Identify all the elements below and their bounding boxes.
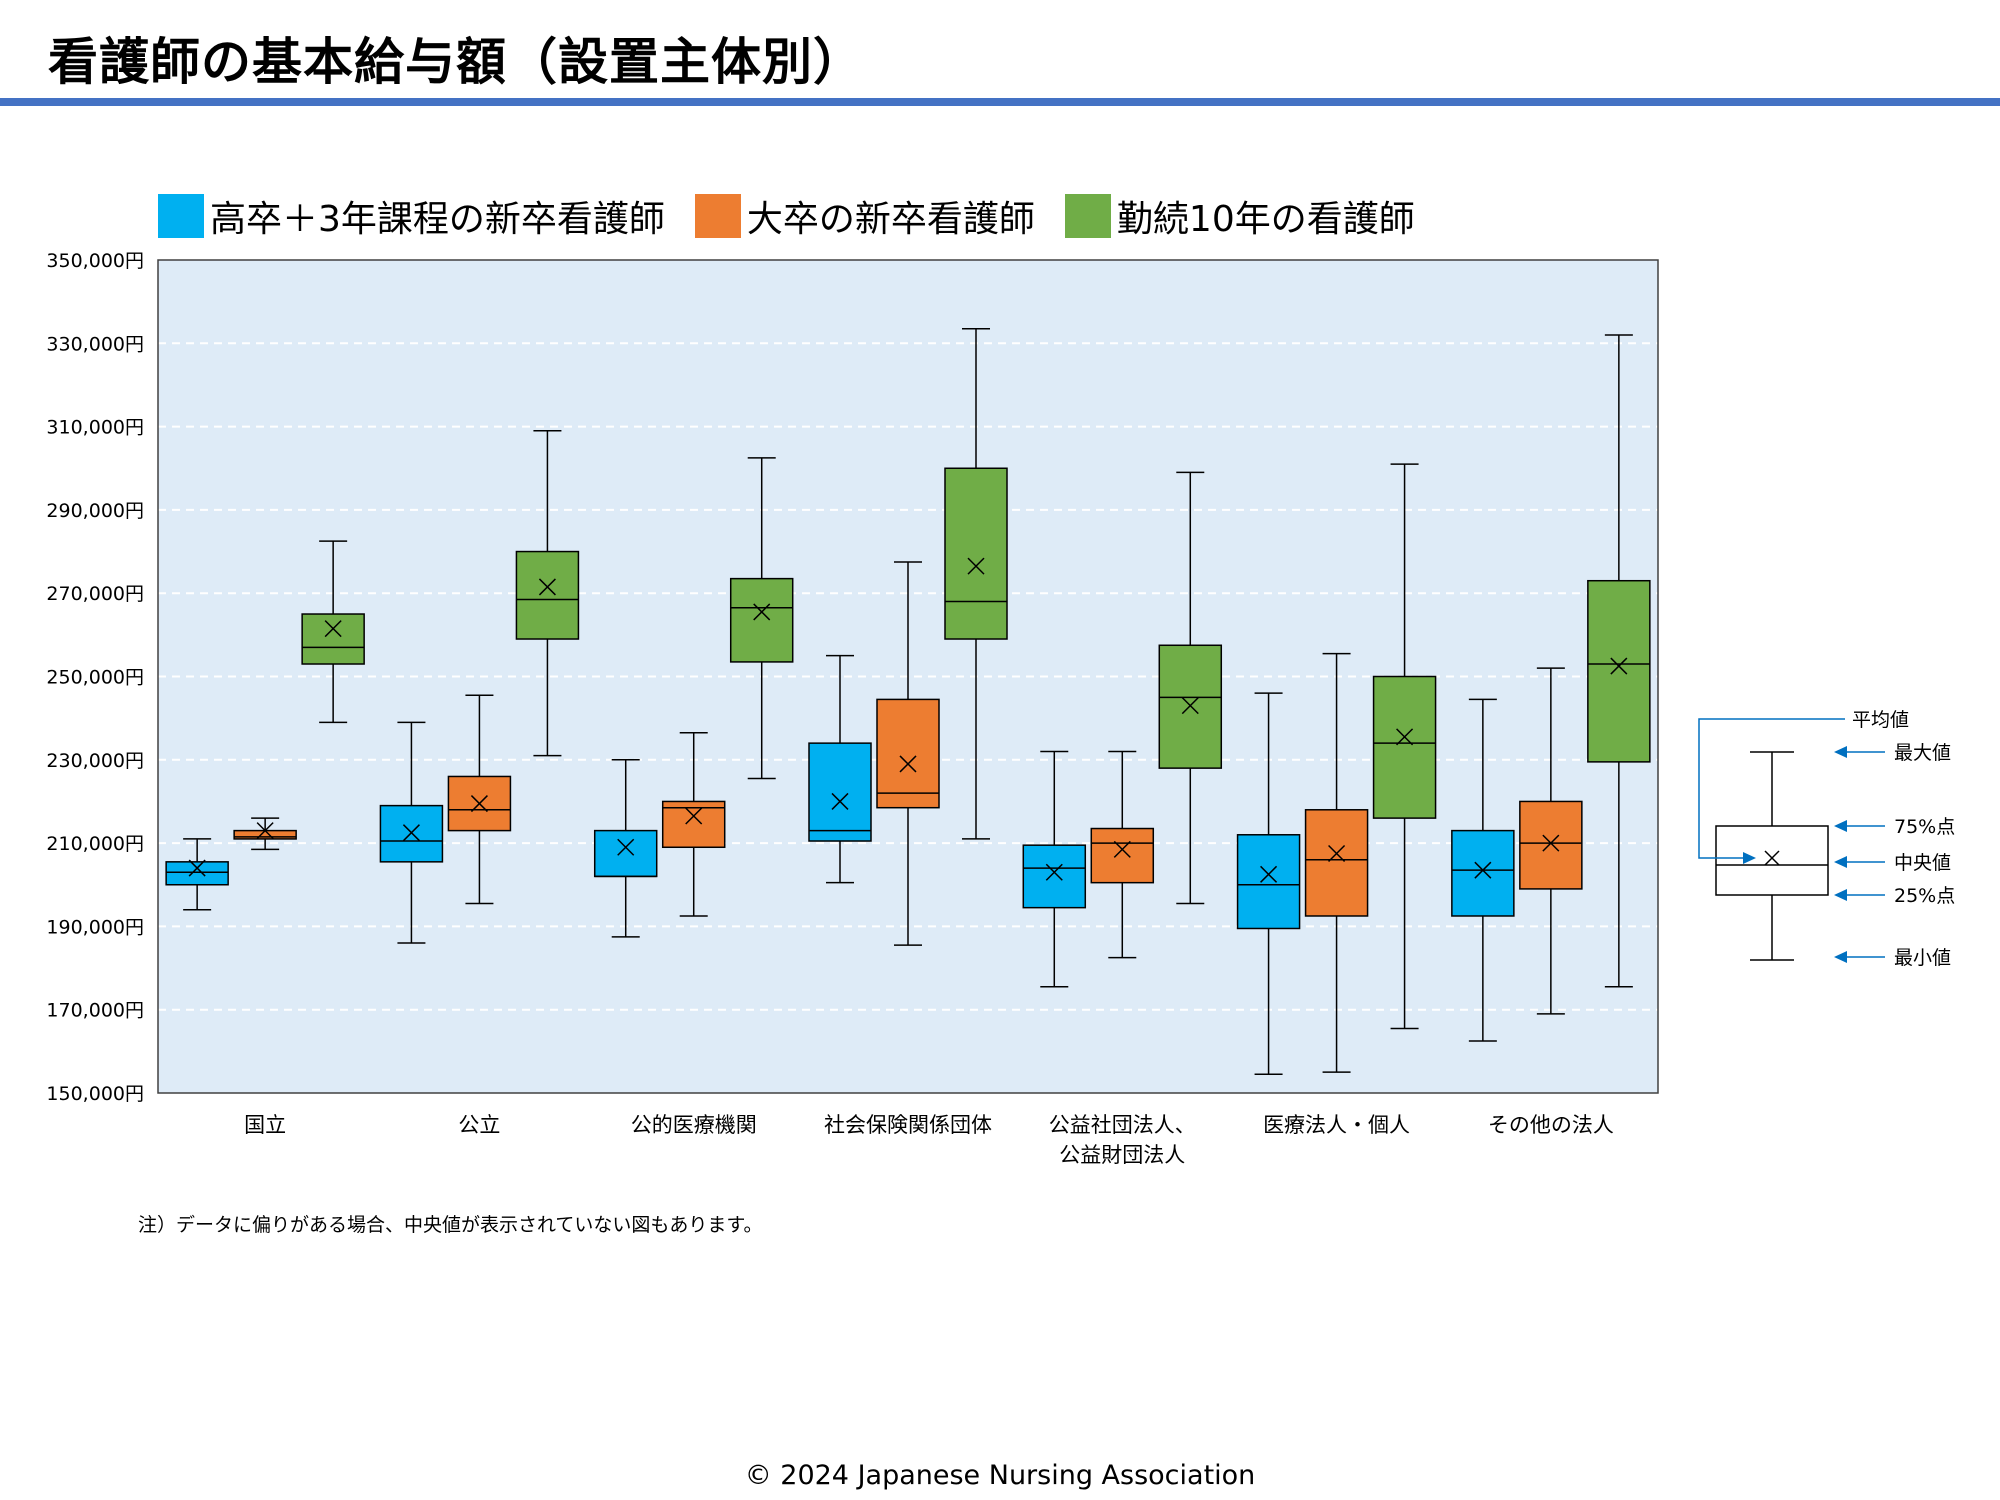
box-s1-c3-box bbox=[593, 829, 658, 878]
y-tick-label: 190,000円 bbox=[46, 916, 144, 938]
x-category-label: その他の法人 bbox=[1488, 1113, 1614, 1137]
explain-mean-arrow-head bbox=[1743, 852, 1756, 864]
box-s2-c4-box bbox=[876, 698, 940, 809]
explain-min-arrow-head bbox=[1834, 951, 1847, 963]
box-s3-c3-box bbox=[729, 577, 794, 663]
legend-swatch-series-1 bbox=[158, 194, 204, 238]
x-category-label: 社会保険関係団体 bbox=[824, 1113, 992, 1137]
y-tick-label: 350,000円 bbox=[46, 250, 144, 272]
y-tick-label: 150,000円 bbox=[46, 1083, 144, 1105]
box-s2-c6-box bbox=[1304, 809, 1369, 917]
x-category-label: 公立 bbox=[458, 1113, 500, 1137]
explain-label-q1: 25%点 bbox=[1894, 885, 1955, 907]
box-s3-c6-mean-marker bbox=[1396, 728, 1414, 746]
legend-label-series-2: 大卒の新卒看護師 bbox=[746, 199, 1035, 240]
explain-mean-marker bbox=[1764, 850, 1780, 866]
box-s2-c1-mean-marker bbox=[256, 822, 274, 840]
box-s1-c5-box bbox=[1022, 844, 1087, 909]
box-s3-c6-box bbox=[1372, 675, 1437, 819]
box-s3-c2-mean-marker bbox=[538, 578, 556, 596]
box-s2-c2-mean-marker bbox=[470, 795, 488, 813]
box-s2-c4-mean-marker bbox=[899, 755, 917, 773]
box-s2-c5-mean-marker bbox=[1113, 840, 1131, 858]
x-category-label: 国立 bbox=[244, 1113, 286, 1137]
y-tick-label: 250,000円 bbox=[46, 667, 144, 689]
box-s1-c3-mean-marker bbox=[617, 838, 635, 856]
box-s2-c5-box bbox=[1090, 827, 1155, 884]
box-s3-c7-box bbox=[1587, 579, 1651, 763]
x-category-label: 公益社団法人、 bbox=[1049, 1113, 1196, 1137]
explain-label-max: 最大値 bbox=[1894, 742, 1951, 764]
legend-swatch-series-2 bbox=[694, 194, 741, 238]
legend-label-series-3: 勤続10年の看護師 bbox=[1116, 199, 1415, 240]
box-s1-c2-mean-marker bbox=[402, 824, 420, 842]
box-s3-c4-box bbox=[944, 467, 1008, 640]
box-s2-c3-box bbox=[661, 800, 726, 849]
explain-label-median: 中央値 bbox=[1894, 852, 1951, 874]
x-category-label: 公益財団法人 bbox=[1059, 1143, 1185, 1167]
box-s2-c3-mean-marker bbox=[685, 807, 703, 825]
box-s3-c5-mean-marker bbox=[1181, 697, 1199, 715]
explain-median-arrow-head bbox=[1834, 856, 1847, 868]
explain-label-min: 最小値 bbox=[1894, 947, 1951, 969]
box-s3-c2-box bbox=[515, 550, 580, 640]
y-tick-label: 310,000円 bbox=[46, 417, 144, 439]
y-tick-label: 270,000円 bbox=[46, 583, 144, 605]
box-s3-c4-mean-marker bbox=[967, 557, 985, 575]
box-s1-c7-box bbox=[1451, 829, 1515, 917]
explain-max-arrow-head bbox=[1834, 746, 1847, 758]
y-tick-label: 230,000円 bbox=[46, 750, 144, 772]
box-s1-c2-box bbox=[379, 804, 444, 863]
explain-mean-connector bbox=[1698, 718, 1845, 859]
box-s1-c6-box bbox=[1236, 834, 1301, 930]
box-s2-c7-mean-marker bbox=[1542, 834, 1560, 852]
explain-q1-arrow-head bbox=[1834, 889, 1847, 901]
chart-note: 注）データに偏りがある場合、中央値が表示されていない図もあります。 bbox=[138, 1214, 763, 1236]
box-s1-c5-mean-marker bbox=[1045, 863, 1063, 881]
copyright: © 2024 Japanese Nursing Association bbox=[744, 1460, 1256, 1491]
page-title: 看護師の基本給与額（設置主体別） bbox=[48, 33, 864, 91]
legend-label-series-1: 高卒＋3年課程の新卒看護師 bbox=[210, 199, 665, 240]
y-tick-label: 330,000円 bbox=[46, 333, 144, 355]
legend-item-series-2: 大卒の新卒看護師 bbox=[694, 190, 1035, 242]
box-s1-c4-mean-marker bbox=[831, 792, 849, 810]
box-s2-c1-box bbox=[233, 829, 297, 840]
title-rule bbox=[0, 98, 2000, 106]
box-s1-c4-box bbox=[808, 742, 872, 842]
box-s3-c7-mean-marker bbox=[1610, 657, 1628, 675]
box-s2-c6-mean-marker bbox=[1328, 844, 1346, 863]
x-category-label: 公的医療機関 bbox=[631, 1113, 757, 1137]
box-s3-c1-box bbox=[301, 613, 365, 665]
explain-label-q3: 75%点 bbox=[1894, 816, 1955, 838]
x-category-label: 医療法人・個人 bbox=[1263, 1113, 1410, 1137]
legend-item-series-1: 高卒＋3年課程の新卒看護師 bbox=[158, 190, 665, 242]
box-s3-c1-mean-marker bbox=[324, 620, 342, 638]
box-s1-c6-mean-marker bbox=[1260, 865, 1278, 883]
box-s3-c3-mean-marker bbox=[753, 603, 771, 621]
box-s1-c1-box bbox=[165, 861, 229, 886]
y-tick-label: 290,000円 bbox=[46, 500, 144, 522]
y-tick-label: 210,000円 bbox=[46, 833, 144, 855]
explain-label-mean: 平均値 bbox=[1852, 709, 1909, 731]
legend-swatch-series-3 bbox=[1064, 194, 1111, 238]
box-s1-c7-mean-marker bbox=[1474, 861, 1492, 879]
y-tick-label: 170,000円 bbox=[46, 1000, 144, 1022]
box-s1-c1-mean-marker bbox=[188, 859, 206, 877]
explain-box bbox=[1715, 825, 1829, 896]
legend-item-series-3: 勤続10年の看護師 bbox=[1064, 190, 1415, 242]
plot-frame bbox=[157, 259, 1659, 1094]
chart-legend: 高卒＋3年課程の新卒看護師 大卒の新卒看護師 勤続10年の看護師 bbox=[158, 190, 1445, 242]
explain-q3-arrow-head bbox=[1834, 820, 1847, 832]
box-s2-c7-box bbox=[1519, 800, 1583, 890]
